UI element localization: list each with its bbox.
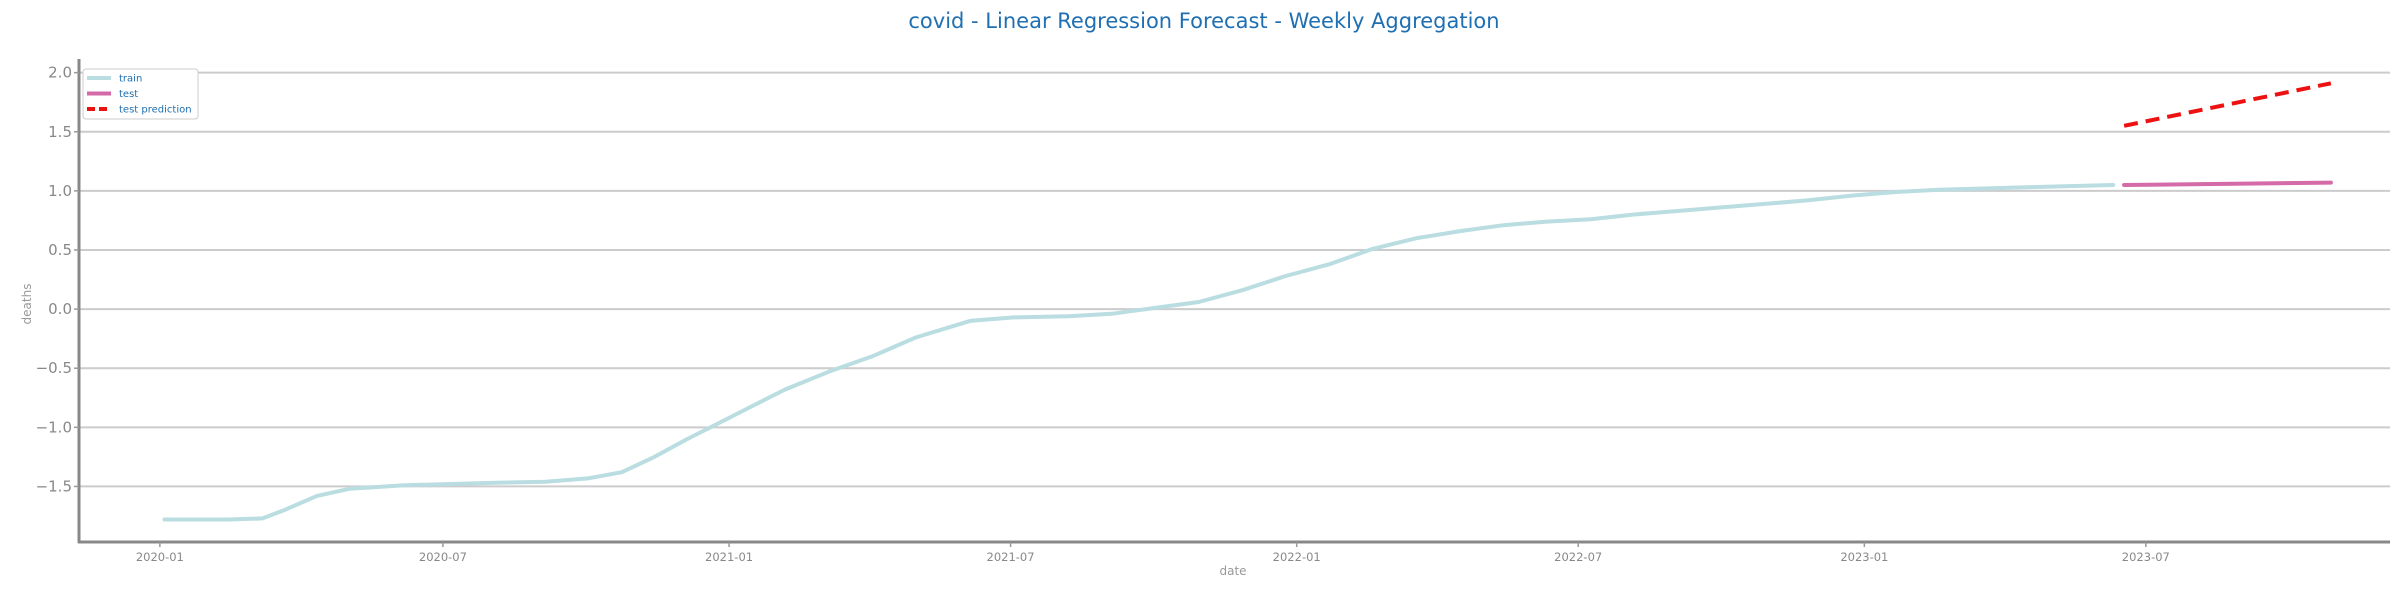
tick-layer: 2.0 1.5 1.0 0.5 0.0 −0.5 −1.0 −1.5 2020-01 2020-0…: [36, 64, 2170, 564]
y-tick-label: 1.5: [48, 123, 72, 141]
series-line-test: [2122, 180, 2333, 187]
grid-layer: [79, 71, 2390, 488]
x-axis-label: date: [1219, 564, 1246, 578]
y-tick-label: 1.0: [48, 182, 72, 200]
y-tick-label: 0.0: [48, 300, 72, 318]
legend: train test test prediction: [82, 68, 199, 120]
series-layer: [162, 81, 2333, 522]
x-tick-label: 2020-07: [419, 550, 467, 564]
x-tick-label: 2021-01: [705, 550, 753, 564]
chart-title: covid - Linear Regression Forecast - Wee…: [908, 9, 1499, 33]
x-tick-label: 2022-07: [1554, 550, 1602, 564]
y-tick-label: 0.5: [48, 241, 72, 259]
x-tick-label: 2020-01: [136, 550, 184, 564]
x-tick-label: 2023-01: [1840, 550, 1888, 564]
x-tick-label: 2022-01: [1273, 550, 1321, 564]
series-line-test-prediction: [2123, 81, 2332, 128]
series-line-train: [162, 183, 2116, 522]
y-tick-label: −0.5: [36, 359, 72, 377]
legend-label-train: train: [119, 74, 142, 85]
legend-label-test: test: [119, 89, 138, 100]
y-axis-label: deaths: [20, 284, 34, 325]
legend-label-test-prediction: test prediction: [119, 105, 192, 116]
axes-layer: [77, 59, 2390, 544]
y-tick-label: −1.0: [36, 418, 72, 436]
y-tick-label: −1.5: [36, 477, 72, 495]
x-tick-label: 2023-07: [2122, 550, 2170, 564]
x-tick-label: 2021-07: [987, 550, 1035, 564]
y-tick-label: 2.0: [48, 64, 72, 82]
legend-frame: [82, 68, 199, 120]
